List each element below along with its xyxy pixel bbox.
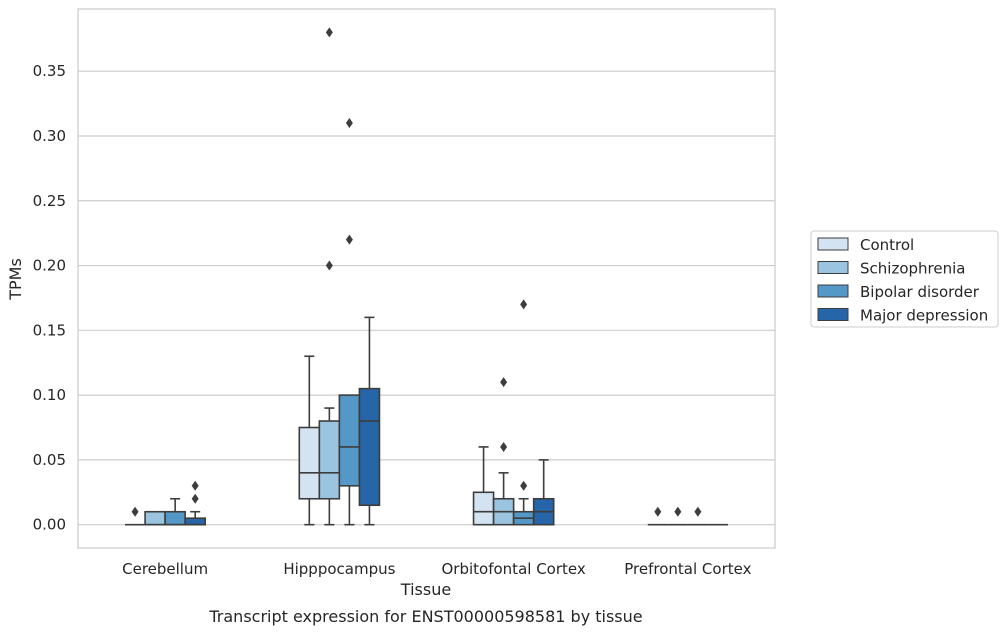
y-axis-title: TPMs — [6, 258, 25, 301]
box-hipppocampus — [298, 355, 321, 526]
y-tick-label: 0.25 — [33, 192, 66, 210]
box-body — [338, 394, 361, 487]
outlier-point — [131, 506, 139, 517]
box-body — [184, 517, 207, 526]
x-tick-label: Cerebellum — [122, 560, 208, 578]
box-body — [358, 387, 381, 507]
outlier-point — [654, 506, 662, 517]
legend-swatch — [817, 284, 849, 298]
box-cerebellum — [164, 497, 186, 526]
legend-item: Control — [817, 236, 914, 254]
box-body — [472, 491, 495, 526]
box-orbitofontal-cortex — [492, 377, 515, 526]
legend-swatch — [817, 308, 849, 321]
x-tick-labels: Cerebellum Hipppocampus Orbitofontal Corte… — [122, 560, 751, 578]
y-tick-label: 0.15 — [33, 321, 66, 339]
outlier-point — [500, 441, 508, 452]
y-tick-label: 0.35 — [33, 62, 66, 80]
grid-lines — [78, 70, 775, 526]
legend-item: Bipolar disorder — [817, 283, 980, 301]
x-axis-title: Tissue — [400, 580, 451, 599]
outlier-point — [325, 260, 333, 271]
outlier-point — [500, 377, 508, 388]
box-orbitofontal-cortex — [512, 299, 535, 526]
box-prefrontal-cortex — [667, 506, 688, 526]
box-prefrontal-cortex — [687, 506, 708, 526]
box-cerebellum — [144, 510, 166, 526]
outlier-point — [345, 234, 353, 245]
legend-label: Control — [860, 236, 914, 254]
box-orbitofontal-cortex — [532, 459, 555, 526]
x-tick-label: Orbitofontal Cortex — [442, 560, 586, 578]
legend-label: Schizophrenia — [860, 260, 965, 278]
box-hipppocampus — [358, 316, 381, 526]
box-body — [144, 510, 166, 526]
box-hipppocampus — [318, 27, 341, 526]
y-tick-label: 0.30 — [33, 127, 66, 145]
legend-frame — [810, 230, 999, 328]
x-tick-label: Prefrontal Cortex — [624, 560, 751, 578]
y-tick-labels: 0.00 0.05 0.10 0.15 0.20 0.25 0.30 0.35 — [33, 62, 66, 533]
y-tick-label: 0.10 — [33, 386, 66, 404]
outlier-point — [191, 480, 199, 491]
outlier-point — [674, 506, 682, 517]
box-cerebellum — [184, 480, 207, 526]
legend-item: Major depression — [817, 307, 988, 325]
box-body — [164, 510, 186, 526]
outlier-point — [191, 493, 199, 504]
box-cerebellum — [125, 506, 146, 526]
x-tick-label: Hipppocampus — [283, 560, 395, 578]
series-major-depression — [184, 316, 728, 526]
outlier-point — [520, 299, 528, 310]
series-control — [125, 355, 668, 526]
y-tick-label: 0.05 — [33, 451, 66, 469]
legend-swatch — [817, 237, 849, 251]
series-bipolar-disorder — [164, 118, 708, 526]
outlier-point — [345, 118, 353, 129]
legend-swatch — [817, 261, 849, 274]
box-body — [298, 426, 321, 500]
outlier-point — [520, 480, 528, 491]
outlier-point — [694, 506, 702, 517]
box-hipppocampus — [338, 118, 361, 526]
box-orbitofontal-cortex — [472, 446, 495, 526]
legend-item: Schizophrenia — [817, 260, 965, 278]
outlier-point — [325, 27, 333, 38]
box-prefrontal-cortex — [647, 506, 668, 526]
plot-frame — [77, 8, 776, 549]
box-layer — [125, 27, 728, 526]
legend-label: Bipolar disorder — [860, 283, 980, 301]
y-tick-label: 0.00 — [33, 516, 66, 534]
series-schizophrenia — [144, 27, 688, 526]
chart-caption: Transcript expression for ENST0000059858… — [208, 607, 642, 626]
box-body — [318, 420, 341, 500]
legend-label: Major depression — [860, 307, 988, 325]
y-tick-label: 0.20 — [33, 257, 66, 275]
legend: Control Schizophrenia Bipolar disorder Majo… — [810, 230, 999, 328]
